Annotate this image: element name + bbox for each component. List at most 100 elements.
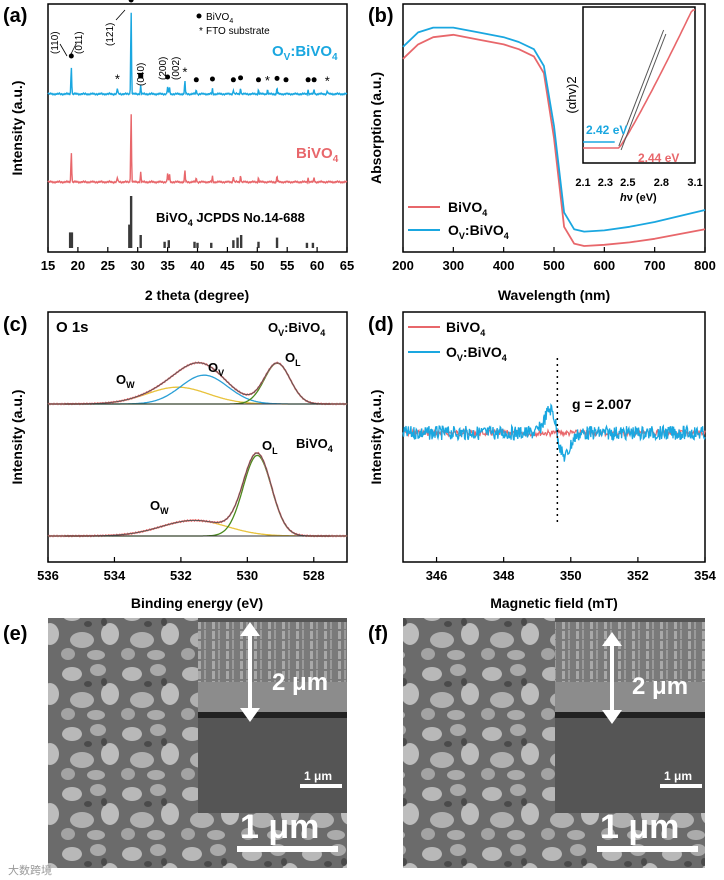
tick-label: 45 (220, 258, 234, 273)
reference-stick (70, 232, 74, 248)
component-ol (48, 454, 347, 537)
tick-label: 200 (392, 258, 414, 273)
thickness-arrowhead-e (240, 622, 260, 636)
panel-d-frame (402, 311, 706, 563)
panel-f-label: (f) (368, 623, 388, 645)
peak-marker-fto: * (325, 74, 330, 89)
panel-e: 2 μm 1 μm 1 μm (e) 大数跨境 (3, 618, 347, 877)
peak-marker-bivo4 (238, 75, 244, 81)
component-ov (48, 374, 347, 405)
tick-label: 20 (71, 258, 85, 273)
peak-marker-bivo4 (128, 0, 134, 3)
panel-b-inset: 2.1 2.3 2.5 2.8 3.1 hν (eV) (αhv)2 2.42 eV 2… (564, 6, 703, 204)
panel-c-xlabel: Binding energy (eV) (131, 595, 263, 611)
tick-label: 534 (104, 568, 126, 583)
panel-c-bottom-label: BiVO4 (296, 436, 333, 454)
inset-frame (582, 6, 696, 164)
tangent-line (618, 29, 665, 147)
reference-stick (239, 235, 243, 248)
reference-stick (257, 241, 260, 248)
inset-tick-label: 3.1 (687, 177, 702, 189)
legend-label-bivo4: BiVO4 (448, 199, 487, 218)
series-label-bivo4: BiVO4 (296, 145, 339, 165)
gap-label-bivo4: 2.44 eV (638, 151, 679, 165)
inset-tick-label: 2.1 (575, 177, 590, 189)
tick-label: 528 (303, 568, 325, 583)
annotation-110: (110) (50, 31, 61, 54)
reference-stick (236, 237, 239, 248)
legend-label-ov-bivo4: OV:BiVO4 (448, 222, 509, 241)
tick-label: 346 (426, 568, 448, 583)
sem-inset-interface-f (555, 712, 705, 718)
panel-a: (a) 15 20 25 30 35 40 45 50 55 60 65 2 theta (degr… (3, 0, 354, 303)
thickness-arrowhead-f (602, 710, 622, 724)
panel-b-traces (402, 26, 706, 247)
legend-label-ov-bivo4-d: OV:BiVO4 (446, 344, 507, 363)
peak-label-ov-top: OV (208, 360, 224, 378)
annotation-121: (121) (105, 23, 116, 46)
peak-label-ow-top: OW (116, 372, 135, 390)
raw-spectrum (47, 451, 348, 538)
panel-c-title: O 1s (56, 319, 89, 336)
peak-marker-bivo4 (305, 77, 311, 83)
scale-bar-f (597, 846, 698, 852)
scale-label-e: 1 μm (240, 808, 319, 846)
inset-scale-f: 1 μm (664, 769, 692, 783)
inset-thickness-f: 2 μm (632, 673, 688, 700)
sem-inset-film-e (198, 622, 347, 682)
sem-inset-interface-e (198, 712, 347, 718)
trace-ov-bivo4 (47, 12, 348, 97)
component-ow (48, 386, 347, 405)
annotation-002: (002) (171, 57, 182, 80)
panel-d-label: (d) (368, 314, 394, 336)
reference-stick (139, 235, 142, 248)
legend-fto: FTO substrate (206, 26, 270, 37)
inset-scale-e: 1 μm (304, 769, 332, 783)
panel-e-label: (e) (3, 623, 27, 645)
peak-marker-bivo4 (274, 75, 280, 81)
fit-envelope (48, 452, 347, 537)
annotation-arrow (69, 43, 77, 57)
reference-stick (275, 237, 279, 248)
panel-d-ylabel: Intensity (a.u.) (368, 390, 384, 485)
tick-label: 800 (694, 258, 716, 273)
sem-inset-layer-f (555, 682, 705, 712)
thickness-arrowhead-e (240, 708, 260, 722)
panel-f: 2 μm 1 μm 1 μm (f) (368, 618, 705, 868)
annotation-arrow (59, 43, 68, 57)
scale-label-f: 1 μm (600, 808, 679, 846)
annotation-arrow (115, 9, 126, 21)
reference-stick (196, 242, 199, 248)
reference-stick (305, 242, 309, 248)
legend-label-bivo4-d: BiVO4 (446, 319, 485, 338)
tick-label: 348 (493, 568, 515, 583)
inset-ylabel: (αhv)2 (564, 76, 579, 113)
peak-marker-fto: * (182, 64, 187, 79)
inset-traces (583, 9, 695, 151)
peak-marker-bivo4 (193, 77, 199, 83)
inset-tick-label: 2.8 (654, 177, 669, 189)
panel-c-frame (47, 311, 348, 563)
reference-stick (129, 196, 133, 248)
inset-trace-bivo4 (583, 9, 695, 149)
legend-dot-marker (196, 13, 202, 19)
reference-stick (68, 232, 72, 248)
panel-d-traces (402, 358, 706, 522)
panel-c-label: (c) (3, 314, 27, 336)
trace-ov-bivo4 (402, 26, 706, 233)
peak-marker-fto: * (115, 71, 120, 86)
tick-label: 354 (694, 568, 716, 583)
peak-marker-040 (138, 73, 144, 79)
peak-marker-bivo4 (68, 53, 74, 59)
tick-label: 65 (340, 258, 354, 273)
scale-bar-e (237, 846, 338, 852)
tick-label: 55 (280, 258, 294, 273)
tick-label: 350 (560, 568, 582, 583)
panel-c: (c) O 1s 536 534 532 530 528 Binding energy … (3, 311, 348, 611)
reference-stick (193, 241, 196, 248)
panel-c-ylabel: Intensity (a.u.) (9, 390, 25, 485)
tick-label: 15 (41, 258, 55, 273)
panel-a-ylabel: Intensity (a.u.) (9, 81, 25, 176)
watermark: 大数跨境 (8, 863, 52, 877)
tick-label: 600 (593, 258, 615, 273)
